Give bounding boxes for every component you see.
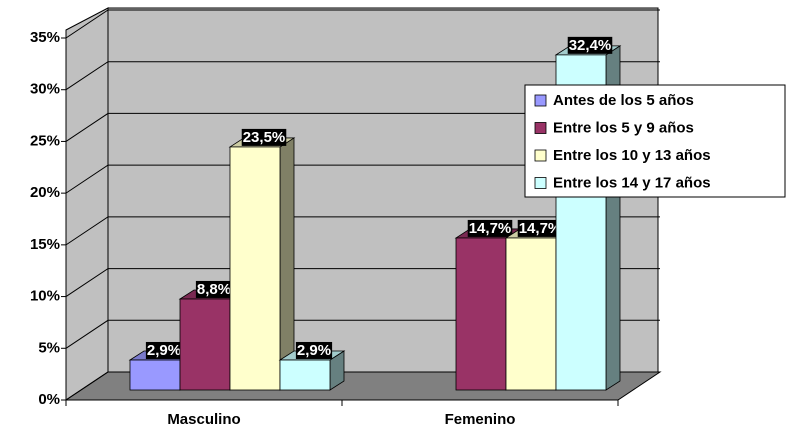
bar xyxy=(129,359,181,391)
x-tick-label: Femenino xyxy=(445,411,516,428)
value-label-bg xyxy=(295,341,333,359)
side-wall xyxy=(65,7,109,401)
value-label-bg xyxy=(195,280,233,298)
value-label: 23,5% xyxy=(243,129,286,146)
value-label-bg xyxy=(145,341,183,359)
legend-swatch xyxy=(534,94,547,107)
y-tick-label: 30% xyxy=(30,81,60,98)
bar-group: 2,9% xyxy=(278,341,346,391)
bar xyxy=(229,146,281,391)
value-label: 2,9% xyxy=(297,342,331,359)
value-label: 32,4% xyxy=(569,37,612,54)
y-tick-label: 25% xyxy=(30,132,60,149)
y-tick-label: 10% xyxy=(30,288,60,305)
bar xyxy=(179,298,231,391)
y-tick-label: 0% xyxy=(38,391,60,408)
y-tick-label: 20% xyxy=(30,184,60,201)
y-tick-label: 5% xyxy=(38,339,60,356)
grid-line xyxy=(65,164,660,194)
grid-line xyxy=(65,216,660,246)
value-label: 8,8% xyxy=(197,281,231,298)
bar-group: 23,5% xyxy=(228,128,296,391)
legend-box xyxy=(524,84,786,198)
y-tick-label: 35% xyxy=(30,29,60,46)
bar xyxy=(505,237,557,391)
value-label-bg xyxy=(567,36,613,54)
y-tick-label: 15% xyxy=(30,236,60,253)
grid-line xyxy=(65,9,660,39)
grid-line xyxy=(65,61,660,91)
bar xyxy=(455,237,507,391)
legend-swatch xyxy=(534,177,547,189)
x-tick-label: Masculino xyxy=(167,411,240,428)
value-label-bg xyxy=(517,219,563,237)
value-label-bg xyxy=(467,219,513,237)
legend-label: Entre los 5 y 9 años xyxy=(553,119,694,136)
grid-line xyxy=(65,112,660,142)
legend-swatch xyxy=(534,122,547,134)
legend-label: Entre los 10 y 13 años xyxy=(553,147,711,164)
value-label: 2,9% xyxy=(147,342,181,359)
value-label-bg xyxy=(241,128,287,146)
value-label: 14,7% xyxy=(469,220,512,237)
legend-label: Antes de los 5 años xyxy=(553,92,694,109)
legend-label: Entre los 14 y 17 años xyxy=(553,174,711,191)
bar xyxy=(279,359,331,391)
value-label: 14,7% xyxy=(519,220,562,237)
legend-swatch xyxy=(534,149,547,162)
